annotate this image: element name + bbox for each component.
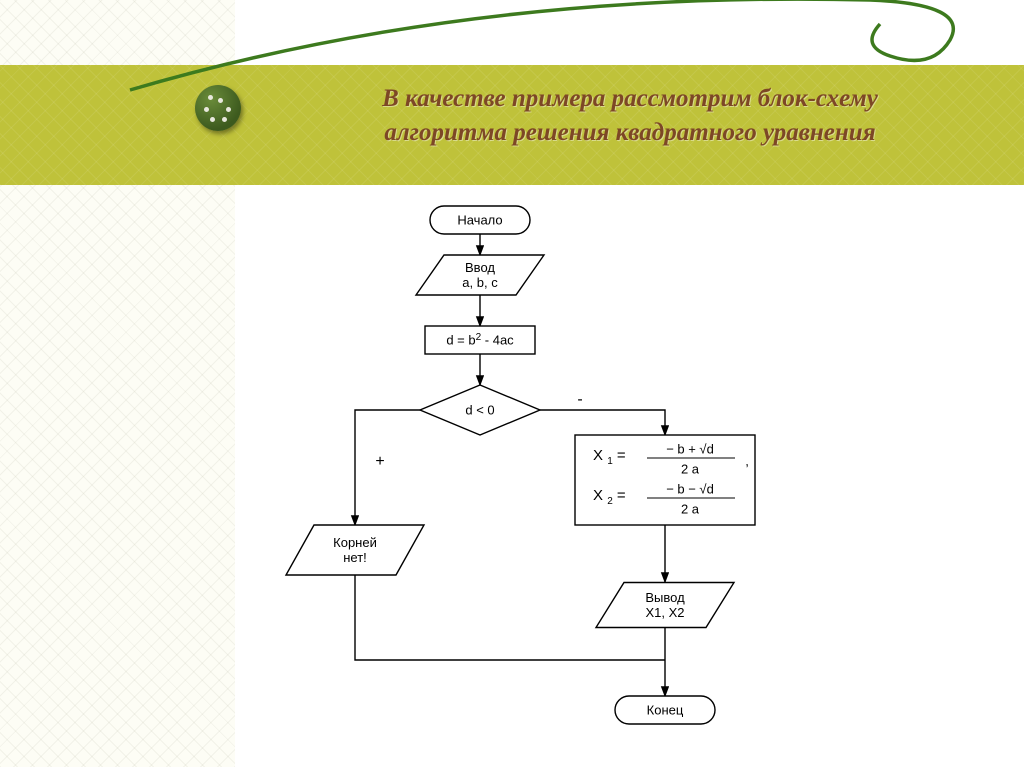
svg-text:Ввод: Ввод <box>465 260 495 275</box>
svg-text:X1, X2: X1, X2 <box>645 605 684 620</box>
title-line-1: В качестве примера рассмотрим блок-схему <box>382 85 878 112</box>
svg-text:-: - <box>577 391 582 408</box>
svg-text:d = b2 - 4ac: d = b2 - 4ac <box>446 332 514 348</box>
svg-text:a, b, c: a, b, c <box>462 275 498 290</box>
svg-text:2 a: 2 a <box>681 461 700 476</box>
svg-text:Начало: Начало <box>457 212 502 227</box>
svg-text:,: , <box>745 453 749 468</box>
svg-text:d < 0: d < 0 <box>465 402 494 417</box>
svg-text:Вывод: Вывод <box>645 590 685 605</box>
svg-text:− b + √d: − b + √d <box>666 441 714 456</box>
slide-title: В качестве примера рассмотрим блок-схему… <box>280 82 980 150</box>
flowchart-diagram: +-НачалоВводa, b, cd = b2 - 4acd < 0X 1 … <box>280 200 840 760</box>
svg-text:нет!: нет! <box>343 550 367 565</box>
svg-text:Корней: Корней <box>333 535 377 550</box>
bullet-icon <box>195 85 241 131</box>
svg-text:Конец: Конец <box>647 702 684 717</box>
svg-text:2 a: 2 a <box>681 501 700 516</box>
svg-text:− b − √d: − b − √d <box>666 481 714 496</box>
title-line-2: алгоритма решения квадратного уравнения <box>384 119 875 146</box>
svg-text:+: + <box>375 453 384 470</box>
